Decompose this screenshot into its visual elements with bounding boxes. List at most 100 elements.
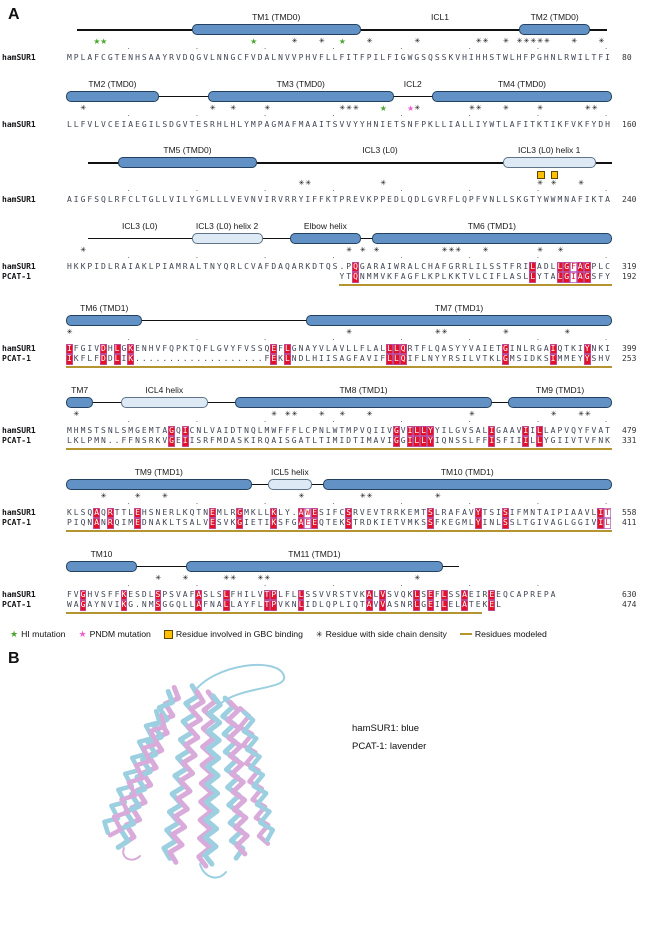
residue: R <box>455 261 461 271</box>
side-chain-asterisk-icon: ✳ <box>182 574 189 582</box>
marker-row: ✳ ✳ ✳ ✳ ✳ ✳ ✳ ✳ ✳ ✳ <box>66 246 612 256</box>
residue: T <box>523 518 529 527</box>
residue: A <box>550 518 556 527</box>
panel-a-sequence-alignment: A TM1 (TMD0) ICL1 TM2 (TMD0) ★ ★ ★ ✳ ✳ ★ ✳ ✳ ✳ ✳ ✳ ✳ ✳ ✳… <box>0 4 652 616</box>
tick-dots-row: · · · · · · · · <box>66 416 612 426</box>
residue: R <box>346 195 352 204</box>
residue: M <box>175 261 181 271</box>
residue: . <box>107 436 113 445</box>
residue: F <box>94 354 100 363</box>
residue: V <box>203 518 209 527</box>
residue: P <box>332 600 338 609</box>
marker-row: ✳ ✳ ✳ ✳ ✳ ✳ ✳ <box>66 574 612 584</box>
alignment-block: TM7 ICL4 helix TM8 (TMD1) TM9 (TMD1) ✳ ✳ ✳ ✳ ✳ ✳ ✳… <box>0 383 652 452</box>
sequence-name-label: PCAT-1 <box>2 436 31 445</box>
residue: L <box>380 343 386 353</box>
residue: V <box>468 507 474 517</box>
residue: F <box>598 272 604 281</box>
residue: S <box>284 436 290 445</box>
residue: T <box>482 354 488 363</box>
side-chain-asterisk-icon: ✳ <box>468 410 475 418</box>
helix-cylinder <box>191 24 361 35</box>
caption-line-pcat1: PCAT-1: lavender <box>352 740 427 752</box>
tick-dot: · <box>400 416 403 426</box>
helix-cylinder <box>268 478 312 490</box>
residue: S <box>237 436 243 445</box>
residue: M <box>407 518 413 527</box>
residue: E <box>489 343 495 353</box>
alignment-block: TM6 (TMD1) TM7 (TMD1) ✳ ✳ ✳ ✳ ✳ ✳ · · · · · · · · hamSUR… <box>0 301 652 370</box>
residue: A <box>257 261 263 271</box>
residue: N <box>244 425 249 435</box>
residue: M <box>80 425 86 435</box>
legend-label: PNDM mutation <box>89 629 151 639</box>
residue: L <box>496 600 501 609</box>
residue: K <box>127 343 135 354</box>
residue: A <box>543 343 549 353</box>
tick-dot: · <box>468 44 472 53</box>
residue: W <box>571 53 576 62</box>
residue: T <box>462 272 467 281</box>
marker-row: ✳ ✳ ✳ ✳ ✳ ✳ ✳ <box>66 492 612 502</box>
residue: V <box>373 600 379 609</box>
residue: V <box>325 589 331 599</box>
residue: E <box>427 600 434 611</box>
structure-label: TM9 (TMD1) <box>134 466 183 477</box>
residue: E <box>427 589 434 600</box>
tick-dot: · <box>400 186 403 195</box>
loop-line <box>442 565 460 568</box>
residue: I <box>407 354 413 363</box>
tick-dot: · <box>536 186 540 195</box>
loop-line <box>311 483 323 486</box>
residue: L <box>414 261 420 271</box>
residue: T <box>496 119 501 129</box>
residue: I <box>564 436 570 445</box>
residue: F <box>496 272 501 281</box>
residue: K <box>448 53 454 62</box>
helix-cylinder <box>120 396 208 408</box>
residue: F <box>250 600 256 609</box>
residue: L <box>87 354 93 363</box>
residue: M <box>148 425 154 435</box>
residue: Y <box>591 119 597 129</box>
residue: M <box>373 272 379 281</box>
residue: R <box>353 507 358 517</box>
side-chain-asterisk-icon: ✳ <box>482 246 489 254</box>
helix-cylinder <box>66 478 252 490</box>
side-chain-asterisk-icon: ✳ <box>584 104 591 112</box>
residue: . <box>148 354 154 363</box>
residue: T <box>114 507 120 517</box>
residue: F <box>421 343 427 353</box>
residue: P <box>353 425 358 435</box>
residue: S <box>462 436 467 445</box>
residue: V <box>468 272 474 281</box>
residue: D <box>257 53 263 62</box>
residue: I <box>509 436 515 445</box>
residue: K <box>120 589 128 600</box>
residue: I <box>434 600 440 609</box>
residue: V <box>203 53 209 62</box>
residue: P <box>87 436 93 445</box>
residue: F <box>509 261 515 271</box>
residue: L <box>386 343 393 354</box>
residue: L <box>66 119 72 129</box>
residue: K <box>250 507 256 517</box>
residue: Q <box>571 425 576 435</box>
residue: W <box>304 507 312 518</box>
structure-label: ICL3 (L0) <box>362 145 398 155</box>
residue: A <box>502 425 508 435</box>
residue: N <box>101 518 106 527</box>
residue: G <box>448 261 454 271</box>
residue: S <box>250 343 256 353</box>
side-chain-asterisk-icon: ✳ <box>584 410 591 418</box>
residue: E <box>196 119 202 129</box>
sequence-name-label: hamSUR1 <box>2 425 36 435</box>
residue: Y <box>462 343 467 353</box>
residue: Y <box>434 354 440 363</box>
residue: T <box>537 507 542 517</box>
residue: V <box>244 195 249 204</box>
residue: V <box>462 425 467 435</box>
sequence-name-label: hamSUR1 <box>2 53 36 62</box>
residue: V <box>87 119 93 129</box>
residue: A <box>148 53 154 62</box>
